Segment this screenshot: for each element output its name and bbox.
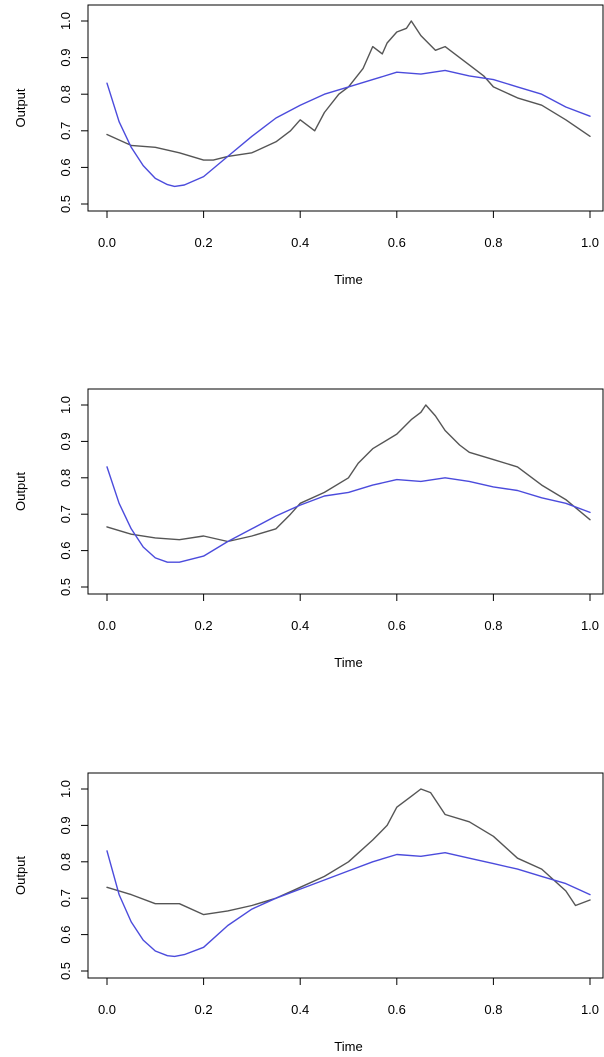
x-tick-label: 0.8 (484, 235, 502, 250)
chart-panel-3: 0.0 0.2 0.4 0.6 0.8 1.0 0.5 0.6 0.7 0.8 0.9 1.0 Time… (13, 772, 604, 1054)
x-axis-label: Time (334, 655, 362, 670)
x-tick-label: 0.0 (98, 1002, 116, 1017)
y-tick-label: 1.0 (58, 780, 73, 798)
y-tick-label: 0.5 (58, 195, 73, 213)
y-axis-label: Output (13, 472, 28, 511)
y-tick-label: 0.7 (58, 122, 73, 140)
x-tick-label: 1.0 (581, 1002, 599, 1017)
series-line-2 (106, 69, 591, 188)
x-tick-label: 0.4 (291, 1002, 309, 1017)
x-tick-label: 1.0 (581, 235, 599, 250)
x-tick-label: 0.8 (484, 618, 502, 633)
x-tick-label: 0.6 (388, 1002, 406, 1017)
series-line-1 (106, 20, 591, 161)
y-tick-label: 0.8 (58, 853, 73, 871)
series-line-2 (106, 466, 591, 563)
y-tick-label: 0.5 (58, 578, 73, 596)
y-tick-label: 0.9 (58, 816, 73, 834)
y-tick-label: 0.6 (58, 542, 73, 560)
y-tick-label: 0.7 (58, 505, 73, 523)
series-line-1 (106, 404, 591, 543)
y-tick-label: 0.8 (58, 85, 73, 103)
y-axis-label: Output (13, 856, 28, 895)
series-line-2 (106, 850, 591, 958)
y-tick-label: 0.9 (58, 49, 73, 67)
x-tick-label: 0.8 (484, 1002, 502, 1017)
x-tick-label: 0.2 (195, 1002, 213, 1017)
plot-frame (87, 772, 604, 979)
y-tick-label: 0.6 (58, 926, 73, 944)
x-tick-label: 0.2 (195, 235, 213, 250)
plot-frame (87, 388, 604, 595)
y-tick-label: 1.0 (58, 12, 73, 30)
y-tick-label: 0.9 (58, 432, 73, 450)
x-tick-label: 0.6 (388, 618, 406, 633)
x-tick-label: 1.0 (581, 618, 599, 633)
x-tick-label: 0.2 (195, 618, 213, 633)
plot-frame (87, 4, 604, 212)
y-tick-label: 0.5 (58, 962, 73, 980)
chart-panel-2: 0.0 0.2 0.4 0.6 0.8 1.0 0.5 0.6 0.7 0.8 0.9 1.0 Time… (13, 388, 604, 670)
y-tick-label: 0.7 (58, 889, 73, 907)
chart-panel-1: 0.0 0.2 0.4 0.6 0.8 1.0 0.5 0.6 0.7 0.8 0.9 1.0 Time… (13, 4, 604, 287)
y-tick-label: 1.0 (58, 396, 73, 414)
y-tick-label: 0.8 (58, 469, 73, 487)
x-tick-label: 0.0 (98, 618, 116, 633)
x-tick-label: 0.4 (291, 618, 309, 633)
x-axis-label: Time (334, 1039, 362, 1054)
x-tick-label: 0.4 (291, 235, 309, 250)
x-axis-label: Time (334, 272, 362, 287)
x-tick-label: 0.0 (98, 235, 116, 250)
y-tick-label: 0.6 (58, 158, 73, 176)
series-line-1 (106, 788, 591, 916)
y-axis-label: Output (13, 88, 28, 127)
x-tick-label: 0.6 (388, 235, 406, 250)
